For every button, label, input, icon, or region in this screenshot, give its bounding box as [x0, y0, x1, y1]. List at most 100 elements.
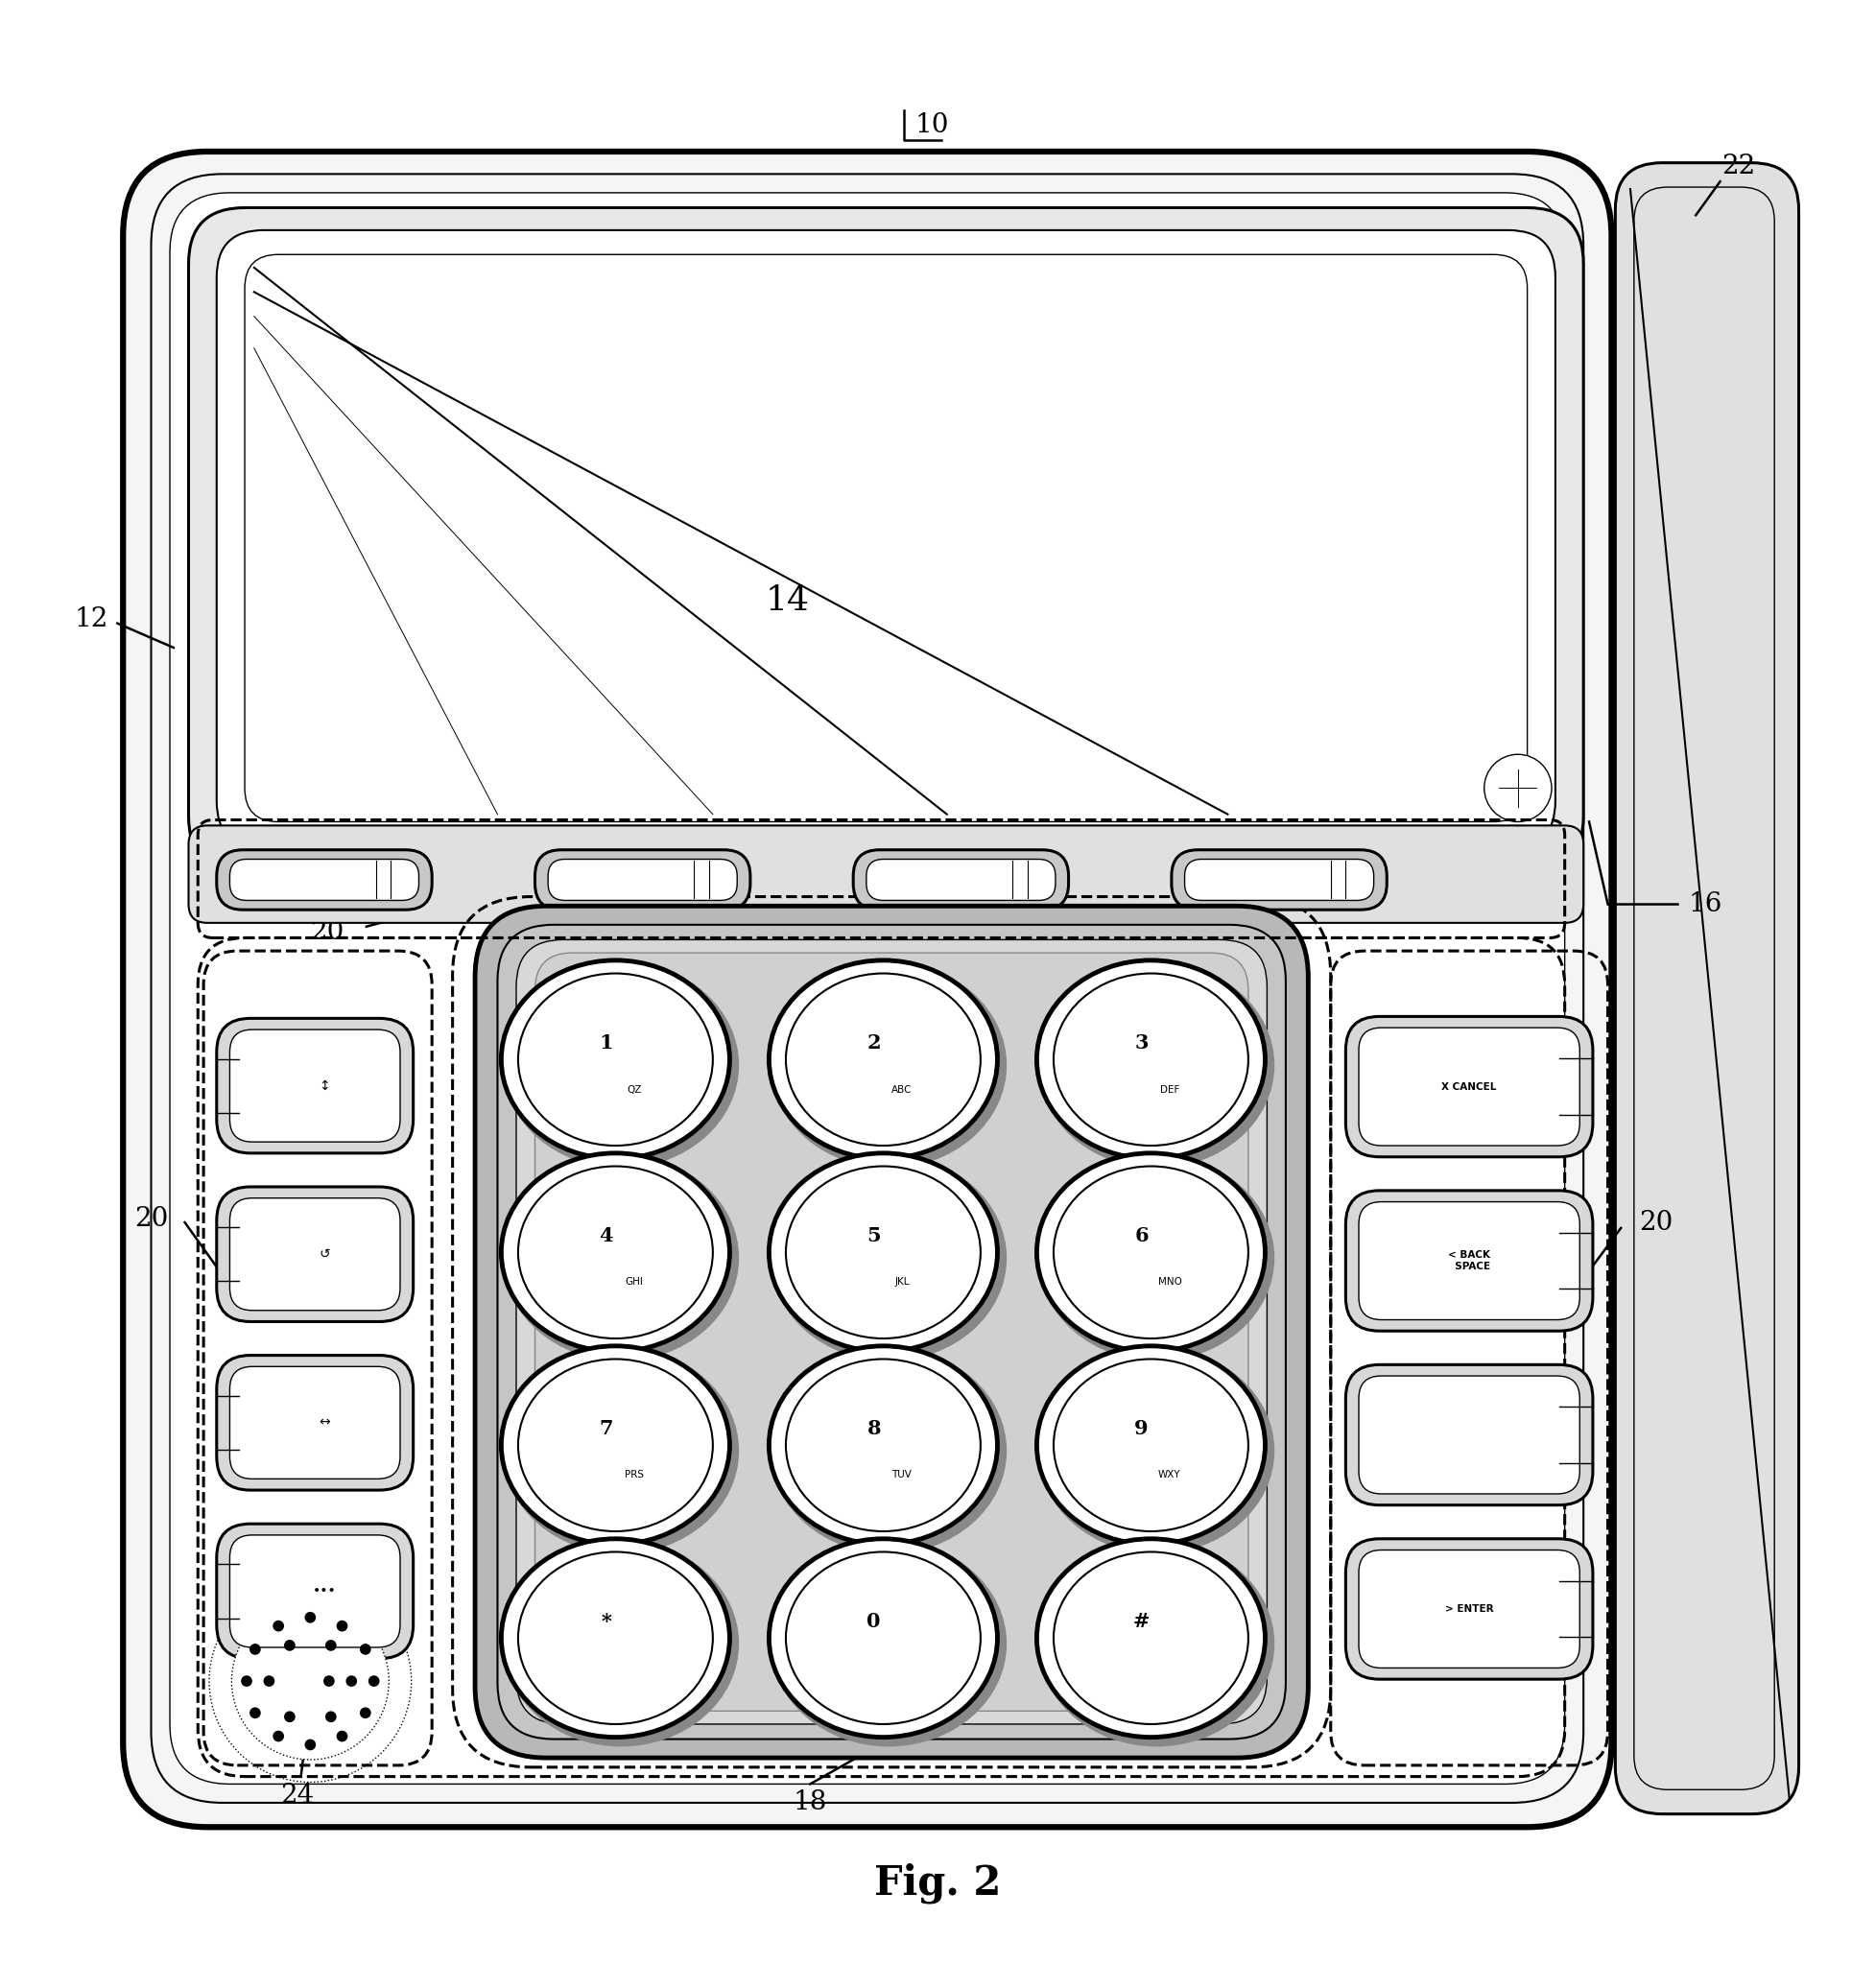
Text: DEF: DEF [1161, 1085, 1179, 1093]
Ellipse shape [771, 1348, 1007, 1555]
Ellipse shape [786, 1360, 981, 1531]
Text: ↺: ↺ [319, 1248, 330, 1260]
Circle shape [274, 1732, 283, 1741]
FancyBboxPatch shape [231, 1366, 399, 1479]
Ellipse shape [1054, 1553, 1249, 1724]
Circle shape [283, 1640, 294, 1650]
Circle shape [232, 1602, 388, 1759]
Ellipse shape [503, 962, 739, 1169]
FancyBboxPatch shape [866, 859, 1056, 901]
Ellipse shape [518, 1553, 712, 1724]
Ellipse shape [501, 960, 729, 1159]
Text: 8: 8 [866, 1419, 881, 1437]
Text: 14: 14 [765, 584, 810, 616]
Text: 20: 20 [135, 1205, 169, 1233]
Ellipse shape [1037, 1153, 1266, 1352]
FancyBboxPatch shape [548, 859, 737, 901]
Text: ABC: ABC [892, 1085, 913, 1093]
Ellipse shape [786, 1167, 981, 1338]
Circle shape [242, 1676, 253, 1686]
FancyBboxPatch shape [1359, 1203, 1581, 1320]
FancyBboxPatch shape [231, 1199, 399, 1310]
Ellipse shape [769, 960, 998, 1159]
Circle shape [274, 1620, 283, 1632]
Circle shape [264, 1676, 276, 1686]
Ellipse shape [1039, 1541, 1275, 1747]
FancyBboxPatch shape [231, 1030, 399, 1141]
Text: 10: 10 [915, 113, 949, 139]
Text: Fig. 2: Fig. 2 [874, 1863, 1001, 1905]
FancyBboxPatch shape [218, 1525, 412, 1658]
Text: MNO: MNO [1157, 1278, 1181, 1286]
FancyBboxPatch shape [853, 849, 1069, 911]
Circle shape [324, 1712, 336, 1722]
Ellipse shape [769, 1346, 998, 1545]
Text: 16: 16 [1688, 891, 1721, 916]
Circle shape [336, 1732, 347, 1741]
FancyBboxPatch shape [218, 1187, 412, 1322]
Ellipse shape [771, 962, 1007, 1169]
FancyBboxPatch shape [1185, 859, 1374, 901]
Ellipse shape [786, 1553, 981, 1724]
FancyBboxPatch shape [534, 849, 750, 911]
Circle shape [249, 1644, 261, 1654]
Ellipse shape [771, 1541, 1007, 1747]
Text: GHI: GHI [624, 1278, 643, 1286]
FancyBboxPatch shape [218, 231, 1556, 849]
Circle shape [304, 1740, 315, 1749]
Ellipse shape [503, 1155, 739, 1362]
FancyBboxPatch shape [218, 1356, 412, 1491]
FancyBboxPatch shape [218, 849, 431, 911]
Text: 20: 20 [1639, 1209, 1674, 1235]
Text: WXY: WXY [1159, 1471, 1181, 1479]
Text: X CANCEL: X CANCEL [1442, 1081, 1496, 1091]
FancyBboxPatch shape [1346, 1539, 1594, 1680]
Circle shape [336, 1620, 347, 1632]
Text: > ENTER: > ENTER [1446, 1604, 1494, 1614]
Ellipse shape [518, 1360, 712, 1531]
FancyBboxPatch shape [1359, 1028, 1581, 1145]
FancyBboxPatch shape [246, 254, 1528, 821]
Ellipse shape [518, 1167, 712, 1338]
Ellipse shape [1037, 1539, 1266, 1738]
Ellipse shape [771, 1155, 1007, 1362]
Text: 22: 22 [1721, 153, 1755, 179]
Ellipse shape [1054, 1360, 1249, 1531]
FancyBboxPatch shape [189, 207, 1584, 873]
FancyBboxPatch shape [1614, 163, 1798, 1813]
FancyBboxPatch shape [534, 952, 1249, 1712]
Text: 18: 18 [793, 1789, 827, 1815]
FancyBboxPatch shape [124, 151, 1611, 1827]
FancyBboxPatch shape [218, 1018, 412, 1153]
FancyBboxPatch shape [1359, 1551, 1581, 1668]
Text: •••: ••• [313, 1584, 338, 1598]
Text: 5: 5 [866, 1227, 881, 1244]
Text: 3: 3 [1134, 1034, 1149, 1052]
Text: 9: 9 [1134, 1419, 1149, 1437]
Ellipse shape [501, 1539, 729, 1738]
Ellipse shape [503, 1348, 739, 1555]
Circle shape [324, 1640, 336, 1650]
FancyBboxPatch shape [474, 907, 1309, 1757]
Text: 6: 6 [1134, 1227, 1149, 1244]
FancyBboxPatch shape [1359, 1376, 1581, 1493]
FancyBboxPatch shape [171, 193, 1566, 1783]
Ellipse shape [1054, 974, 1249, 1145]
FancyBboxPatch shape [189, 825, 1584, 922]
Text: 12: 12 [75, 606, 109, 632]
Text: ↔: ↔ [319, 1415, 330, 1429]
Circle shape [1485, 753, 1552, 821]
Text: 20: 20 [309, 918, 345, 944]
FancyBboxPatch shape [1346, 1016, 1594, 1157]
Text: 0: 0 [866, 1612, 881, 1630]
Ellipse shape [1039, 1155, 1275, 1362]
FancyBboxPatch shape [1172, 849, 1388, 911]
FancyBboxPatch shape [497, 924, 1286, 1740]
FancyBboxPatch shape [1346, 1364, 1594, 1505]
Text: TUV: TUV [892, 1471, 911, 1479]
Ellipse shape [1054, 1167, 1249, 1338]
Ellipse shape [1039, 1348, 1275, 1555]
Ellipse shape [501, 1153, 729, 1352]
Ellipse shape [1037, 960, 1266, 1159]
FancyBboxPatch shape [231, 859, 418, 901]
